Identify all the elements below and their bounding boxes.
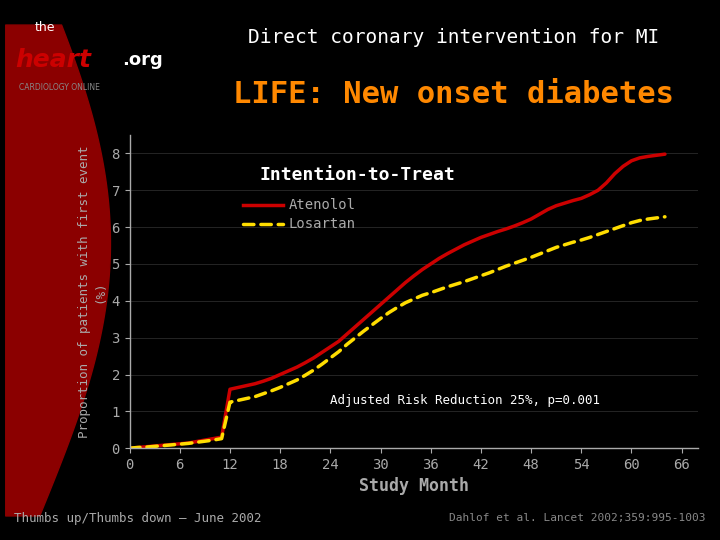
Y-axis label: Proportion of patients with first event
(%): Proportion of patients with first event …: [78, 145, 106, 438]
Text: Dahlof et al. Lancet 2002;359:995-1003: Dahlof et al. Lancet 2002;359:995-1003: [449, 514, 706, 523]
Text: Losartan: Losartan: [289, 217, 356, 231]
Text: Atenolol: Atenolol: [289, 199, 356, 212]
Text: LIFE: New onset diabetes: LIFE: New onset diabetes: [233, 80, 674, 109]
Text: Thumbs up/Thumbs down – June 2002: Thumbs up/Thumbs down – June 2002: [14, 512, 262, 525]
Text: CARDIOLOGY ONLINE: CARDIOLOGY ONLINE: [19, 83, 100, 92]
Text: Adjusted Risk Reduction 25%, p=0.001: Adjusted Risk Reduction 25%, p=0.001: [330, 394, 600, 407]
Text: .org: .org: [122, 51, 163, 69]
X-axis label: Study Month: Study Month: [359, 477, 469, 496]
Text: Intention-to-Treat: Intention-to-Treat: [259, 166, 455, 184]
Text: Direct coronary intervention for MI: Direct coronary intervention for MI: [248, 28, 660, 48]
Text: heart: heart: [16, 48, 91, 72]
Text: the: the: [35, 21, 55, 33]
